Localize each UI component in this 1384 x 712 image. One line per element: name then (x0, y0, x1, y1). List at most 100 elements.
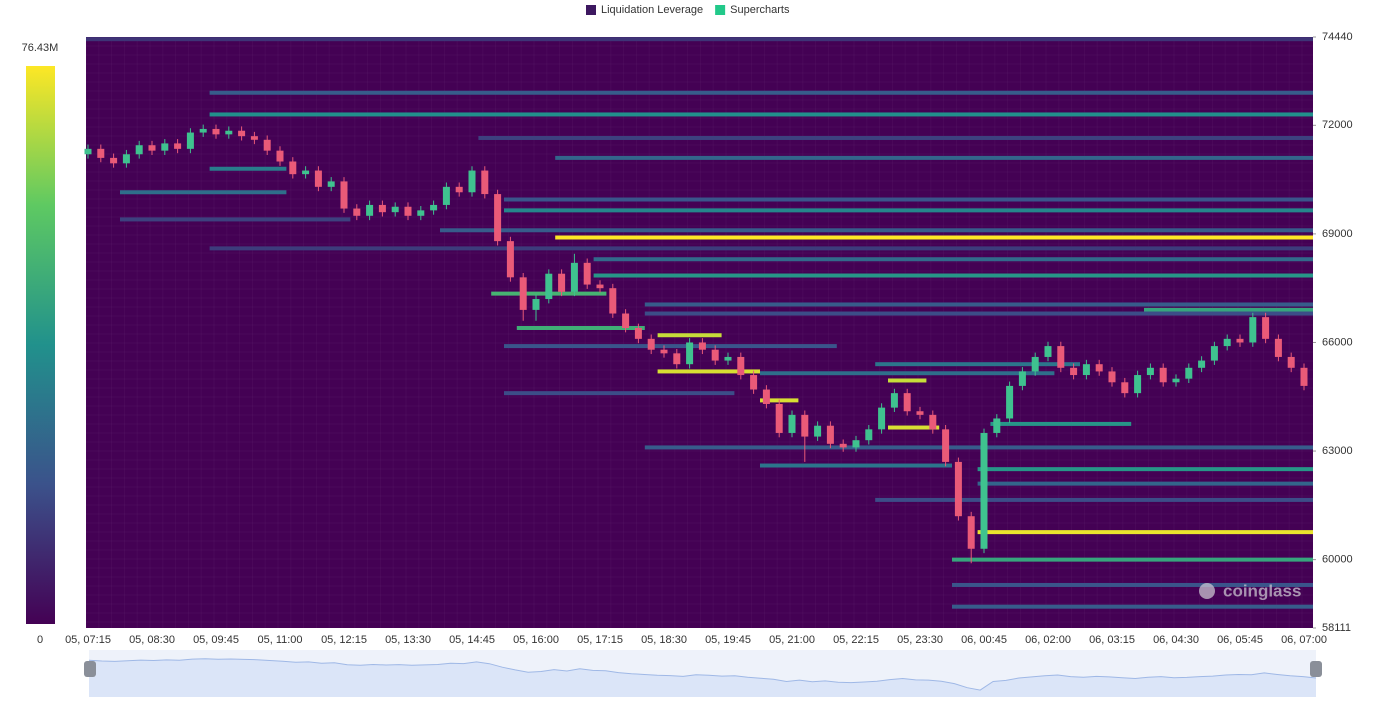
candle-body (1210, 346, 1218, 361)
candle-body (570, 262, 578, 292)
candle-body (353, 208, 361, 216)
x-tick-label: 05, 07:15 (65, 634, 111, 646)
liquidation-level (977, 530, 1313, 535)
navigator-handle[interactable] (1310, 661, 1322, 677)
candle-body (289, 161, 297, 175)
liquidation-level (952, 604, 1313, 609)
candle-body (814, 425, 822, 437)
candle-body (250, 136, 258, 140)
candle-body (622, 313, 630, 328)
candle-body (327, 181, 335, 187)
candle-body (724, 356, 732, 361)
liquidation-level (990, 421, 1132, 426)
candle-body (366, 204, 374, 216)
candle-body (750, 375, 758, 390)
liquidation-level (644, 445, 1313, 450)
liquidation-level (86, 37, 1313, 42)
candle-body (378, 204, 386, 213)
candle-body (1300, 367, 1308, 386)
plot-background (86, 37, 1313, 628)
candle-body (481, 170, 489, 195)
liquidation-level (516, 325, 645, 330)
x-tick-label: 05, 12:15 (321, 634, 367, 646)
candle-body (1262, 317, 1270, 339)
candle-body (186, 132, 194, 149)
candle-body (1236, 338, 1244, 343)
x-tick-label: 05, 14:45 (449, 634, 495, 646)
candle-body (442, 186, 450, 205)
candle-body (174, 143, 182, 149)
candle-body (263, 139, 271, 151)
candle-body (1108, 371, 1116, 383)
liquidation-level (504, 197, 1313, 202)
candle-body (762, 389, 770, 404)
candle-body (391, 206, 399, 213)
candle-body (788, 414, 796, 433)
colorbar-min-label: 0 (37, 634, 43, 646)
liquidation-level (977, 467, 1313, 472)
candle-body (954, 461, 962, 517)
x-tick-label: 05, 11:00 (257, 634, 302, 646)
navigator-handles (84, 661, 1322, 677)
candle-body (775, 403, 783, 433)
x-tick-label: 05, 16:00 (513, 634, 559, 646)
x-tick-label: 05, 18:30 (641, 634, 687, 646)
y-tick-label: 74440 (1322, 31, 1353, 43)
candle-body (583, 262, 591, 285)
navigator-handle[interactable] (84, 661, 96, 677)
candle-body (903, 393, 911, 412)
legend-swatch (715, 5, 726, 15)
candle-body (276, 150, 284, 162)
candle-body (993, 418, 1001, 433)
liquidation-level (504, 344, 837, 349)
liquidation-level (478, 135, 1313, 140)
candle-body (122, 154, 130, 164)
candle-body (929, 414, 937, 430)
liquidation-level (888, 425, 940, 430)
candle-body (916, 411, 924, 415)
liquidation-level (209, 112, 1314, 117)
watermark: coinglass (1199, 581, 1301, 600)
x-tick-label: 05, 09:45 (193, 634, 239, 646)
candle-body (647, 338, 655, 350)
watermark-icon (1199, 583, 1215, 599)
liquidation-level (209, 246, 1314, 251)
liquidation-level (555, 155, 1313, 160)
liquidation-level (952, 557, 1313, 562)
candle-body (430, 204, 438, 211)
x-tick-label: 05, 21:00 (769, 634, 815, 646)
candle-body (84, 148, 92, 155)
candle-body (1006, 385, 1014, 419)
liquidation-level (760, 463, 952, 468)
candle-body (673, 353, 681, 365)
x-tick-label: 05, 17:15 (577, 634, 623, 646)
candle-body (737, 356, 745, 376)
candle-body (1057, 346, 1065, 368)
candle-body (340, 181, 348, 209)
y-tick-label: 58111 (1322, 622, 1351, 634)
candle-body (596, 284, 604, 289)
liquidation-level (1144, 307, 1313, 312)
candle-body (1095, 364, 1103, 372)
candle-body (1121, 382, 1129, 394)
candle-body (506, 241, 514, 278)
candle-body (852, 440, 860, 448)
candle-body (404, 206, 412, 216)
liquidation-level (657, 369, 760, 374)
liquidation-level (120, 190, 287, 195)
candle-body (494, 194, 502, 242)
x-tick-label: 06, 02:00 (1025, 634, 1071, 646)
x-tick-label: 05, 08:30 (129, 634, 175, 646)
x-tick-label: 05, 22:15 (833, 634, 879, 646)
candle-body (417, 210, 425, 216)
candle-body (890, 393, 898, 408)
candle-body (135, 145, 143, 155)
colorbar (26, 66, 55, 624)
candle-body (980, 432, 988, 549)
candle-body (225, 130, 233, 135)
candle-body (878, 407, 886, 430)
liquidation-level (657, 333, 722, 338)
candle-body (468, 170, 476, 193)
liquidation-level (209, 90, 1314, 95)
liquidation-level (504, 391, 735, 396)
